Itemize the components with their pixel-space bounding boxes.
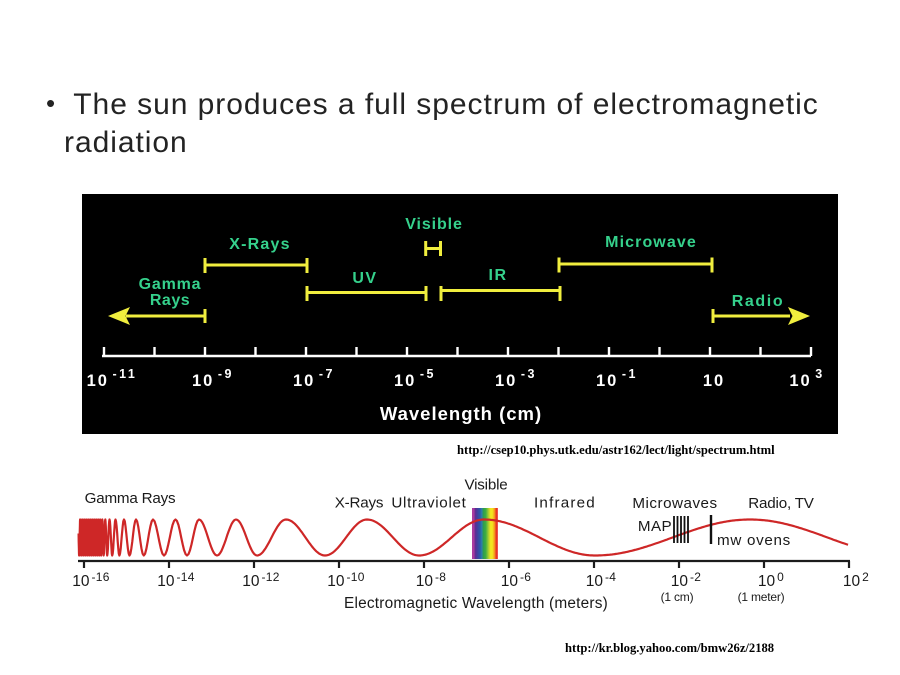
svg-text:Gamma: Gamma bbox=[139, 276, 202, 293]
svg-text:(1 meter): (1 meter) bbox=[738, 590, 785, 604]
svg-text:X-Rays: X-Rays bbox=[229, 236, 290, 253]
svg-text:10-4: 10 -4 bbox=[586, 570, 617, 590]
svg-text:10-16: 10 -16 bbox=[72, 570, 110, 590]
svg-text:Radio, TV: Radio, TV bbox=[748, 495, 815, 512]
svg-text:Radio: Radio bbox=[732, 293, 784, 310]
svg-text:(1 cm): (1 cm) bbox=[661, 590, 694, 604]
svg-text:Wavelength (cm): Wavelength (cm) bbox=[380, 403, 542, 424]
svg-text:100: 10 0 bbox=[758, 570, 784, 590]
svg-text:102: 10 2 bbox=[843, 570, 869, 590]
svg-text:10-8: 10 -8 bbox=[416, 570, 447, 590]
svg-text:Visible: Visible bbox=[405, 216, 463, 233]
svg-text:MAP: MAP bbox=[638, 518, 672, 535]
svg-text:Gamma Rays: Gamma Rays bbox=[85, 490, 176, 507]
svg-text:10: 10 bbox=[703, 372, 725, 390]
svg-text:Microwave: Microwave bbox=[605, 234, 697, 251]
svg-text:Rays: Rays bbox=[150, 292, 190, 309]
svg-text:10-14: 10 -14 bbox=[157, 570, 195, 590]
svg-text:mw ovens: mw ovens bbox=[717, 532, 791, 549]
svg-text:10-6: 10 -6 bbox=[501, 570, 532, 590]
svg-text:10-2: 10 -2 bbox=[671, 570, 702, 590]
svg-text:10-10: 10 -10 bbox=[327, 570, 365, 590]
svg-text:X-Rays: X-Rays bbox=[335, 495, 384, 512]
svg-text:UV: UV bbox=[352, 270, 377, 287]
svg-text:10-12: 10 -12 bbox=[242, 570, 280, 590]
svg-text:Microwaves: Microwaves bbox=[632, 495, 717, 512]
svg-text:Visible: Visible bbox=[464, 477, 507, 494]
svg-text:Infrared: Infrared bbox=[534, 495, 596, 512]
svg-text:Electromagnetic Wavelength (me: Electromagnetic Wavelength (meters) bbox=[344, 595, 608, 612]
svg-text:Ultraviolet: Ultraviolet bbox=[391, 495, 466, 512]
svg-text:IR: IR bbox=[489, 267, 508, 284]
